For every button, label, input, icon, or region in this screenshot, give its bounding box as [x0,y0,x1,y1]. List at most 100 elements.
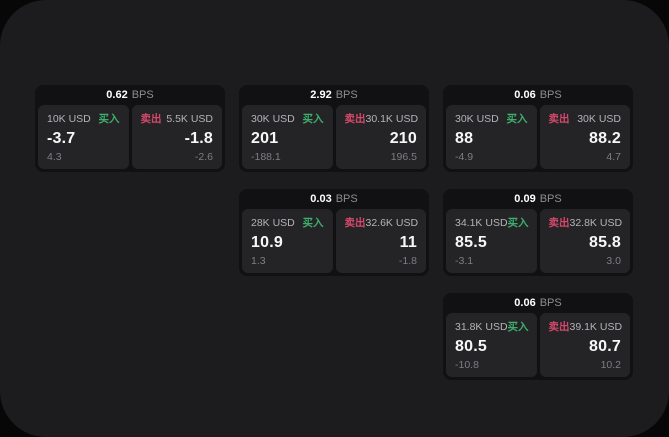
quote-card: 0.03 BPS 28K USD 买入 10.9 1.3 卖出 32.6K US… [239,189,429,276]
buy-panel[interactable]: 30K USD 买入 201 -188.1 [242,105,333,169]
buy-price: 85.5 [455,233,487,251]
sell-panel[interactable]: 卖出 30K USD 88.2 4.7 [539,105,630,169]
buy-amount: 28K USD [251,216,295,229]
sell-price: 210 [389,129,417,147]
buy-delta: 1.3 [251,254,266,267]
sell-label: 卖出 [548,113,570,125]
buy-delta: -188.1 [251,150,281,163]
sell-amount: 32.6K USD [365,216,419,229]
sell-panel-header: 卖出 30.1K USD [344,111,419,126]
bps-value: 0.62 [106,89,128,101]
buy-panel[interactable]: 34.1K USD 买入 85.5 -3.1 [446,209,537,273]
sell-panel-header: 卖出 5.5K USD [141,111,214,126]
bps-value: 0.06 [514,297,536,309]
bps-unit-label: BPS [539,193,562,205]
buy-price: 201 [251,129,279,147]
sell-panel-header: 卖出 39.1K USD [548,319,623,334]
buy-amount: 10K USD [47,112,91,125]
sell-price: -1.8 [184,129,213,147]
buy-label: 买入 [302,113,324,125]
buy-delta: -10.8 [455,358,479,371]
sell-price: 85.8 [589,233,621,251]
buy-label: 买入 [98,113,120,125]
card-header: 0.06 BPS [446,293,630,313]
sell-price: 11 [399,233,417,251]
bps-unit-label: BPS [335,193,358,205]
buy-amount: 30K USD [251,112,295,125]
sell-panel-header: 卖出 30K USD [549,111,622,126]
card-body: 34.1K USD 买入 85.5 -3.1 卖出 32.8K USD 85.8… [446,209,630,273]
buy-amount: 34.1K USD [455,216,508,229]
buy-delta: -4.9 [455,150,474,163]
sell-panel-header: 卖出 32.6K USD [344,215,419,230]
buy-panel-header: 30K USD 买入 [251,111,324,126]
card-body: 28K USD 买入 10.9 1.3 卖出 32.6K USD 11 -1.8 [242,209,426,273]
sell-amount: 32.8K USD [569,216,623,229]
sell-panel-header: 卖出 32.8K USD [548,215,623,230]
sell-panel[interactable]: 卖出 32.8K USD 85.8 3.0 [539,209,630,273]
sell-panel[interactable]: 卖出 39.1K USD 80.7 10.2 [539,313,630,377]
buy-amount: 31.8K USD [455,320,508,333]
buy-delta: -3.1 [455,254,474,267]
card-header: 0.09 BPS [446,189,630,209]
sell-label: 卖出 [548,321,570,333]
card-body: 30K USD 买入 201 -188.1 卖出 30.1K USD 210 1… [242,105,426,169]
sell-delta: 10.2 [600,358,621,371]
card-body: 31.8K USD 买入 80.5 -10.8 卖出 39.1K USD 80.… [446,313,630,377]
bps-unit-label: BPS [539,297,562,309]
buy-panel-header: 30K USD 买入 [455,111,528,126]
card-header: 0.03 BPS [242,189,426,209]
sell-amount: 30.1K USD [365,112,419,125]
buy-panel[interactable]: 31.8K USD 买入 80.5 -10.8 [446,313,537,377]
buy-price: -3.7 [47,129,76,147]
buy-label: 买入 [506,113,528,125]
buy-amount: 30K USD [455,112,499,125]
quote-card: 0.62 BPS 10K USD 买入 -3.7 4.3 卖出 5.5K USD… [35,85,225,172]
buy-label: 买入 [507,321,529,333]
buy-panel[interactable]: 10K USD 买入 -3.7 4.3 [38,105,129,169]
sell-panel[interactable]: 卖出 30.1K USD 210 196.5 [335,105,426,169]
sell-label: 卖出 [344,217,366,229]
buy-label: 买入 [302,217,324,229]
sell-price: 88.2 [589,129,621,147]
buy-price: 10.9 [251,233,283,251]
sell-delta: 4.7 [606,150,621,163]
sell-panel[interactable]: 卖出 5.5K USD -1.8 -2.6 [131,105,222,169]
sell-label: 卖出 [140,113,162,125]
sell-delta: -1.8 [398,254,417,267]
bps-value: 0.03 [310,193,332,205]
buy-panel[interactable]: 30K USD 买入 88 -4.9 [446,105,537,169]
quote-card: 0.06 BPS 31.8K USD 买入 80.5 -10.8 卖出 39.1… [443,293,633,380]
quote-card: 2.92 BPS 30K USD 买入 201 -188.1 卖出 30.1K … [239,85,429,172]
buy-panel-header: 34.1K USD 买入 [455,215,529,230]
bps-value: 0.06 [514,89,536,101]
sell-delta: -2.6 [194,150,213,163]
buy-label: 买入 [507,217,529,229]
buy-panel-header: 28K USD 买入 [251,215,324,230]
quote-card: 0.06 BPS 30K USD 买入 88 -4.9 卖出 30K USD 8… [443,85,633,172]
sell-label: 卖出 [548,217,570,229]
buy-delta: 4.3 [47,150,62,163]
buy-price: 80.5 [455,337,487,355]
buy-panel[interactable]: 28K USD 买入 10.9 1.3 [242,209,333,273]
buy-price: 88 [455,129,474,147]
bps-value: 2.92 [310,89,332,101]
card-header: 2.92 BPS [242,85,426,105]
sell-delta: 3.0 [606,254,621,267]
quote-card: 0.09 BPS 34.1K USD 买入 85.5 -3.1 卖出 32.8K… [443,189,633,276]
card-header: 0.06 BPS [446,85,630,105]
sell-label: 卖出 [344,113,366,125]
buy-panel-header: 10K USD 买入 [47,111,120,126]
sell-price: 80.7 [589,337,621,355]
sell-panel[interactable]: 卖出 32.6K USD 11 -1.8 [335,209,426,273]
bps-value: 0.09 [514,193,536,205]
card-header: 0.62 BPS [38,85,222,105]
bps-unit-label: BPS [539,89,562,101]
sell-amount: 30K USD [577,112,621,125]
card-body: 10K USD 买入 -3.7 4.3 卖出 5.5K USD -1.8 -2.… [38,105,222,169]
buy-panel-header: 31.8K USD 买入 [455,319,529,334]
card-body: 30K USD 买入 88 -4.9 卖出 30K USD 88.2 4.7 [446,105,630,169]
